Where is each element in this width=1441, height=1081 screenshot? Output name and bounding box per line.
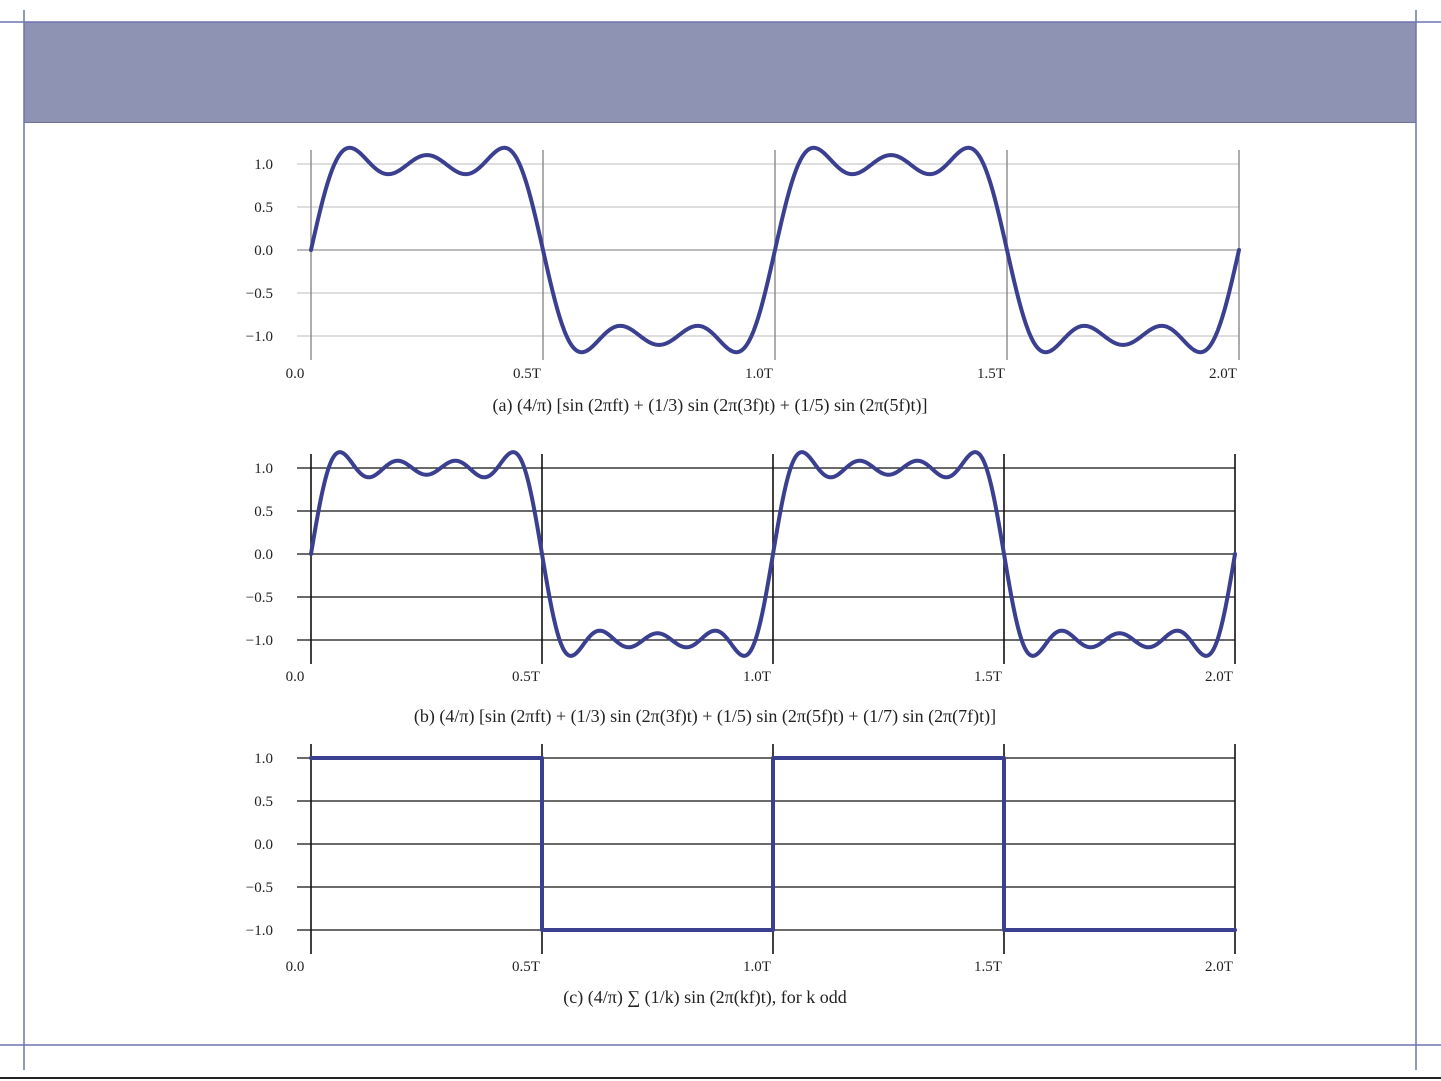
- x-tick-label: 2.0T: [1209, 366, 1237, 382]
- chart-caption: (a) (4/π) [sin (2πft) + (1/3) sin (2π(3f…: [492, 395, 927, 416]
- x-tick-label: 1.5T: [974, 959, 1002, 975]
- x-tick-label: 0.0: [286, 669, 305, 685]
- x-tick-label: 0.5T: [512, 669, 540, 685]
- y-tick-label: −1.0: [246, 923, 273, 939]
- x-tick-label: 1.0T: [743, 669, 771, 685]
- x-tick-label: 0.0: [286, 959, 305, 975]
- slide-header-band: [24, 22, 1416, 123]
- series-line: [309, 145, 1241, 355]
- x-tick-label: 1.5T: [974, 669, 1002, 685]
- y-tick-label: −1.0: [246, 329, 273, 345]
- y-tick-label: −0.5: [246, 880, 273, 896]
- y-tick-label: 1.0: [254, 751, 273, 767]
- chart-b: 1.0 0.5 0.0 −0.5 −1.0 0.0 0.5T 1.0T 1.5T 2.0T (b) …: [246, 450, 1237, 727]
- series-line: [309, 756, 1237, 932]
- chart-c: 1.0 0.5 0.0 −0.5 −1.0 0.0 0.5T 1.0T 1.5T 2.0T (c) …: [246, 744, 1237, 1008]
- x-tick-label: 1.0T: [743, 959, 771, 975]
- x-tick-label: 2.0T: [1205, 669, 1233, 685]
- y-tick-label: 0.0: [254, 243, 273, 259]
- x-tick-label: 2.0T: [1205, 959, 1233, 975]
- y-tick-label: 0.5: [254, 504, 273, 520]
- y-tick-label: 0.5: [254, 794, 273, 810]
- x-tick-label: 0.5T: [512, 959, 540, 975]
- chart-a: 1.0 0.5 0.0 −0.5 −1.0 0.0 0.5T 1.0T 1.5T 2.0T (a) …: [246, 145, 1241, 416]
- y-tick-label: −0.5: [246, 590, 273, 606]
- y-tick-label: −0.5: [246, 286, 273, 302]
- y-tick-label: 1.0: [254, 157, 273, 173]
- x-tick-label: 0.5T: [513, 366, 541, 382]
- chart-caption: (c) (4/π) ∑ (1/k) sin (2π(kf)t), for k o…: [563, 987, 846, 1008]
- x-tick-label: 0.0: [286, 366, 305, 382]
- chart-caption: (b) (4/π) [sin (2πft) + (1/3) sin (2π(3f…: [414, 706, 996, 727]
- x-tick-label: 1.0T: [745, 366, 773, 382]
- series-line: [309, 450, 1237, 658]
- y-tick-label: 0.0: [254, 837, 273, 853]
- x-tick-label: 1.5T: [977, 366, 1005, 382]
- y-tick-label: −1.0: [246, 633, 273, 649]
- y-tick-label: 0.5: [254, 200, 273, 216]
- y-tick-label: 0.0: [254, 547, 273, 563]
- y-tick-label: 1.0: [254, 461, 273, 477]
